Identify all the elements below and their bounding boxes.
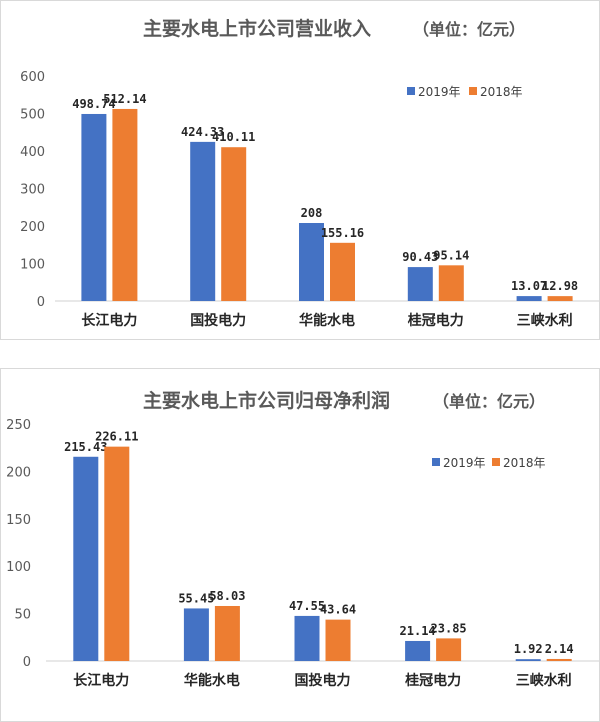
data-label: 13.07	[511, 279, 547, 293]
y-tick-label: 100	[20, 258, 45, 273]
y-tick-label: 400	[20, 145, 45, 160]
y-tick-label: 250	[6, 418, 31, 433]
data-label: 90.43	[402, 250, 438, 264]
legend-label: 2019年	[443, 456, 486, 470]
data-label: 498.74	[72, 97, 115, 111]
category-label: 华能水电	[299, 312, 355, 329]
data-label: 424.33	[181, 125, 224, 139]
data-label: 21.14	[400, 624, 436, 638]
bar-2018年	[325, 619, 351, 661]
bar-2018年	[546, 658, 572, 661]
bar-2019年	[190, 141, 216, 301]
data-label: 2.14	[545, 642, 574, 656]
bar-2019年	[294, 615, 320, 661]
bar-2018年	[438, 265, 464, 301]
y-tick-label: 150	[6, 513, 31, 528]
data-label: 43.64	[320, 603, 356, 617]
data-label: 208	[301, 206, 323, 220]
category-label: 桂冠电力	[407, 312, 464, 329]
y-tick-label: 500	[20, 108, 45, 123]
category-label: 长江电力	[81, 312, 137, 329]
legend-swatch	[407, 87, 415, 95]
revenue-bar-chart: 主要水电上市公司营业收入 （单位：亿元） 0 100 200 300 400 500 600…	[20, 17, 599, 329]
category-label: 三峡水利	[517, 312, 573, 329]
bar-2019年	[407, 267, 433, 301]
legend-swatch	[432, 458, 440, 466]
category-label: 华能水电	[184, 672, 240, 689]
y-tick-label: 0	[37, 295, 45, 310]
bar-2019年	[516, 296, 542, 301]
net-profit-bar-chart: 主要水电上市公司归母净利润 （单位：亿元） 0 50 100 150 200 250 长江电…	[6, 389, 599, 689]
bar-2018年	[436, 638, 462, 661]
bar-2019年	[81, 113, 107, 301]
y-tick-label: 600	[20, 70, 45, 85]
bar-2019年	[183, 608, 209, 661]
data-label: 12.98	[542, 279, 578, 293]
bar-2019年	[73, 456, 99, 661]
y-tick-label: 200	[20, 220, 45, 235]
data-label: 58.03	[209, 589, 245, 603]
chart-unit-note: （单位：亿元）	[433, 392, 545, 411]
legend-label: 2019年	[418, 85, 461, 99]
category-label: 三峡水利	[516, 672, 572, 689]
bar-2019年	[515, 659, 541, 661]
chart-unit-note: （单位：亿元）	[413, 20, 525, 39]
data-label: 215.43	[64, 440, 107, 454]
data-label: 226.11	[95, 430, 138, 444]
data-label: 512.14	[103, 92, 146, 106]
category-label: 国投电力	[190, 312, 246, 329]
data-label: 47.55	[289, 599, 325, 613]
bar-2019年	[299, 223, 324, 301]
category-label: 桂冠电力	[404, 672, 461, 689]
bar-2018年	[547, 296, 573, 301]
chart-title: 主要水电上市公司归母净利润	[143, 389, 390, 412]
legend-swatch	[492, 458, 500, 466]
bar-2018年	[330, 242, 355, 301]
y-tick-label: 0	[23, 655, 31, 670]
data-label: 410.11	[212, 130, 255, 144]
y-tick-label: 100	[6, 560, 31, 575]
bar-2018年	[214, 605, 240, 661]
category-label: 国投电力	[295, 672, 351, 689]
y-tick-label: 300	[20, 183, 45, 198]
legend-label: 2018年	[503, 456, 546, 470]
legend-label: 2018年	[480, 85, 523, 99]
legend-swatch	[469, 87, 477, 95]
bar-2019年	[405, 640, 431, 661]
bar-2018年	[221, 147, 247, 301]
data-label: 1.92	[514, 642, 543, 656]
net-profit-chart-panel: 主要水电上市公司归母净利润 （单位：亿元） 0 50 100 150 200 250 长江电…	[0, 368, 600, 722]
bar-2018年	[112, 108, 138, 301]
data-label: 95.14	[433, 248, 469, 262]
bar-2018年	[104, 446, 130, 661]
y-tick-label: 200	[6, 465, 31, 480]
category-label: 长江电力	[73, 672, 129, 689]
data-label: 155.16	[321, 226, 364, 240]
data-label: 23.85	[431, 621, 467, 635]
data-label: 55.45	[178, 591, 214, 605]
chart-title: 主要水电上市公司营业收入	[143, 17, 371, 40]
revenue-chart-panel: 主要水电上市公司营业收入 （单位：亿元） 0 100 200 300 400 500 600…	[0, 0, 600, 340]
y-tick-label: 50	[14, 608, 31, 623]
